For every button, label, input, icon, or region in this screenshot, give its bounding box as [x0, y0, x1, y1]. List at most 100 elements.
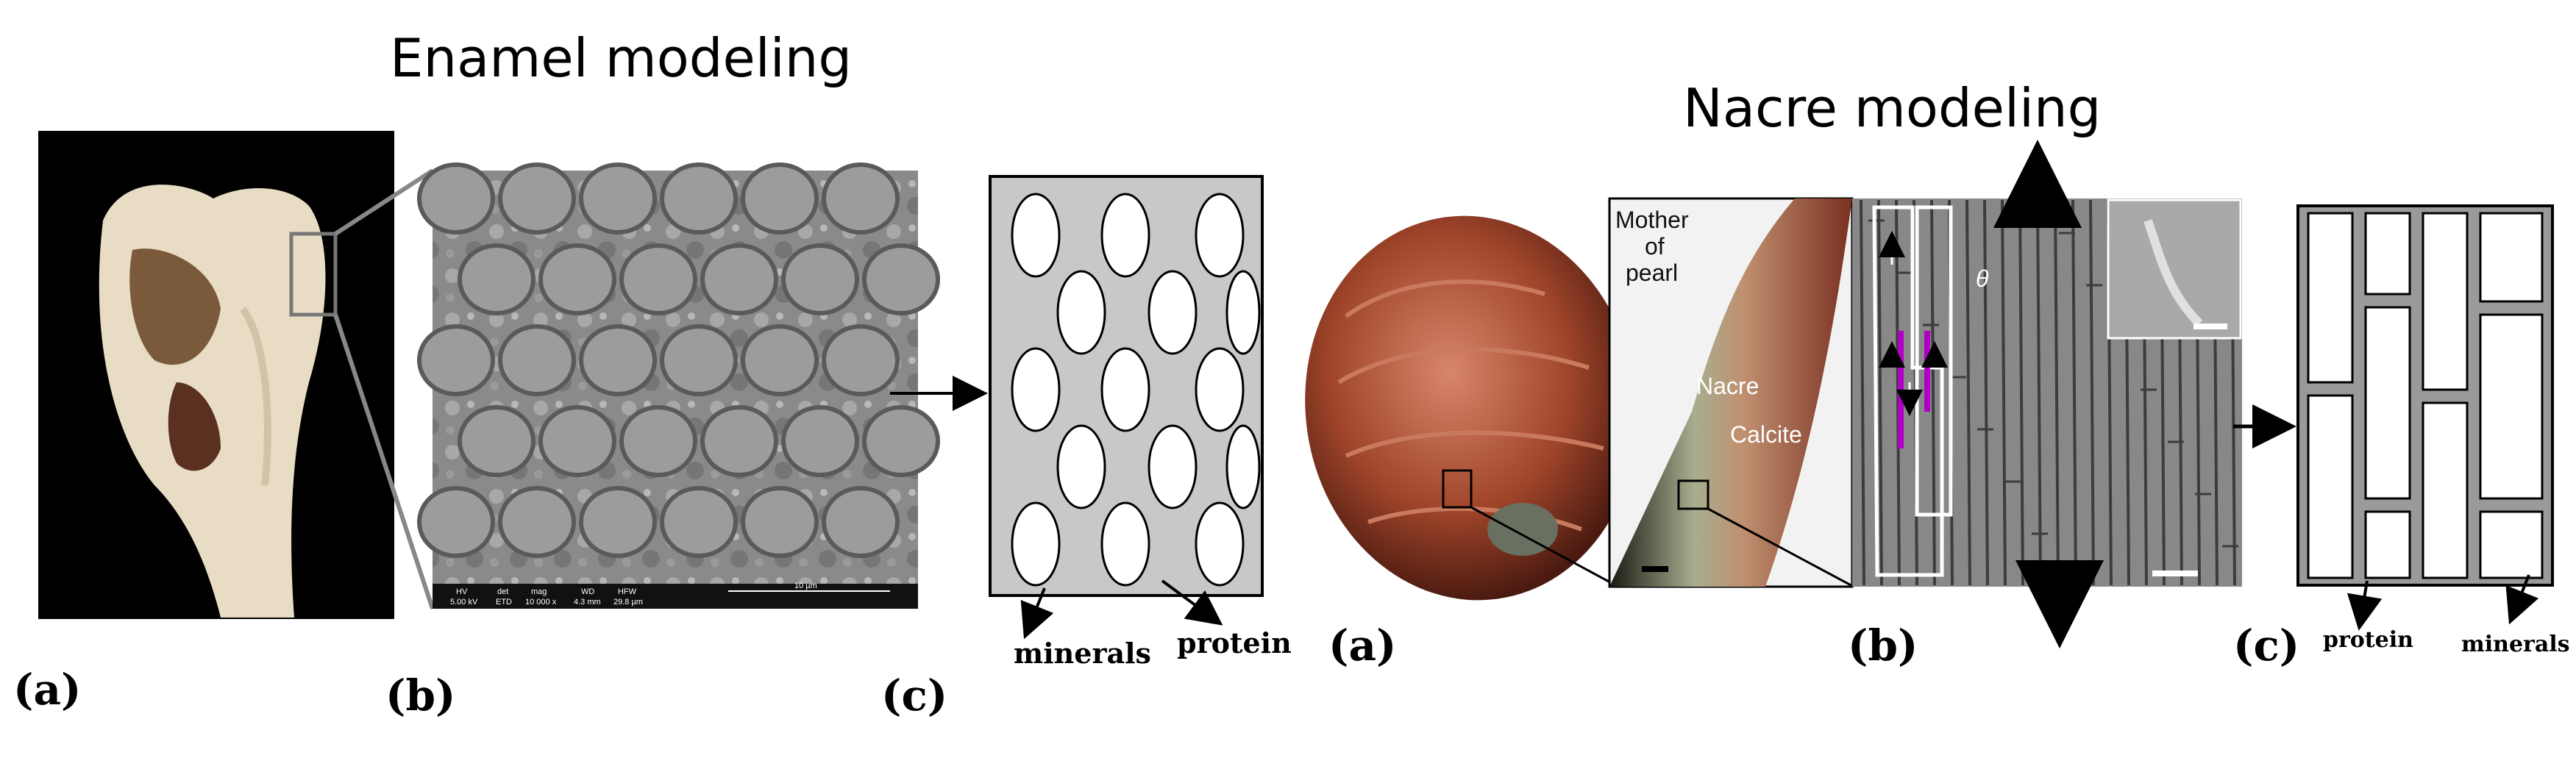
inset-scale-bar	[2193, 323, 2227, 329]
enamel-rod	[741, 162, 819, 235]
tooth-zoom-box	[289, 232, 338, 317]
enamel-label-a: (a)	[13, 665, 81, 715]
angle-theta-label: θ	[1976, 265, 1989, 292]
nacre-region-label: Nacre	[1696, 373, 1759, 399]
mineral-brick	[2422, 212, 2469, 391]
zoom-line-bottom	[333, 314, 435, 609]
tablet-boundary	[2089, 199, 2095, 586]
shell-zoom-box	[1442, 469, 1473, 509]
nacre-micrograph: θ	[1852, 198, 2242, 587]
tablet-boundary	[2054, 199, 2060, 586]
mineral-oval	[1011, 347, 1061, 432]
mineral-brick	[2364, 306, 2411, 500]
enamel-rod	[579, 324, 657, 396]
mother-of-pearl-label-line1: Mother	[1615, 207, 1689, 233]
abalone-shell-photo	[1305, 215, 1637, 601]
enamel-rods	[417, 162, 940, 558]
mineral-brick	[2479, 510, 2544, 579]
enamel-rod	[417, 486, 495, 558]
mineral-oval	[1056, 270, 1106, 355]
tablet-boundary	[1983, 199, 1989, 586]
nacre-minerals-pointer	[2505, 574, 2539, 625]
enamel-rod	[417, 324, 495, 396]
nacre-model	[2296, 204, 2554, 587]
mineral-oval	[1100, 193, 1150, 278]
calcite-region-label: Calcite	[1730, 421, 1802, 448]
enamel-rod	[579, 486, 657, 558]
enamel-rod	[862, 243, 940, 315]
enamel-rod	[498, 162, 576, 235]
enamel-minerals-label: minerals	[1014, 637, 1151, 670]
section-zoom-line	[1707, 507, 1854, 588]
mineral-brick	[2422, 401, 2469, 579]
enamel-title: Enamel modeling	[390, 27, 852, 89]
nacre-title: Nacre modeling	[1683, 77, 2101, 139]
mineral-oval	[1011, 193, 1061, 278]
enamel-sem-image: HV 5.00 kV det ETD mag 10 000 x WD 4.3 m…	[417, 162, 940, 609]
sem-hfw-label: HFW	[618, 587, 637, 596]
enamel-protein-pointer	[1161, 579, 1223, 626]
enamel-model	[989, 175, 1264, 597]
sem-hv-label: HV	[456, 587, 468, 596]
nacre-minerals-label: minerals	[2461, 632, 2570, 657]
enamel-rod	[660, 486, 738, 558]
mineral-oval	[1195, 347, 1245, 432]
enamel-rod	[822, 486, 900, 558]
nacre-label-a: (a)	[1328, 620, 1396, 670]
enamel-rod	[538, 243, 616, 315]
tablet-boundary	[1877, 199, 1883, 586]
section-zoom-box	[1677, 479, 1709, 510]
mineral-brick	[2307, 394, 2354, 579]
enamel-rod	[862, 405, 940, 477]
enamel-rod	[498, 486, 576, 558]
sem-mag-label: mag	[531, 587, 547, 596]
sem-wd-value: 4.3 mm	[574, 598, 601, 607]
mineral-brick	[2479, 212, 2544, 303]
mother-of-pearl-label-line3: pearl	[1626, 260, 1678, 286]
enamel-label-c: (c)	[881, 670, 947, 720]
highlight-bar-2	[1924, 331, 1930, 412]
tablet-boundary	[2071, 199, 2077, 586]
nacre-protein-label: protein	[2323, 627, 2413, 653]
nacre-label-c: (c)	[2233, 620, 2299, 670]
enamel-rod	[660, 324, 738, 396]
micrograph-inset	[2107, 198, 2242, 340]
mineral-oval	[1100, 347, 1150, 432]
tablet-boundary	[2001, 199, 2007, 586]
enamel-rod	[619, 405, 697, 477]
nacre-mineral-bricks	[2307, 212, 2544, 579]
tablet-boundary	[2018, 199, 2024, 586]
mineral-oval	[1225, 424, 1261, 509]
enamel-rod	[822, 324, 900, 396]
enamel-rod	[498, 324, 576, 396]
micrograph-scale-bar	[2152, 571, 2198, 576]
mineral-oval	[1148, 270, 1198, 355]
enamel-rod	[619, 243, 697, 315]
tablet-boundary	[1860, 199, 1865, 586]
tablet-boundary	[2036, 199, 2042, 586]
enamel-rod	[822, 162, 900, 235]
enamel-rod	[741, 324, 819, 396]
sem-hv-value: 5.00 kV	[450, 598, 478, 607]
enamel-rod	[458, 405, 536, 477]
enamel-minerals-pointer	[1020, 587, 1054, 640]
enamel-rod	[579, 162, 657, 235]
enamel-protein-label: protein	[1177, 626, 1292, 659]
shell-zoom-line	[1470, 506, 1619, 588]
enamel-rod	[781, 405, 859, 477]
mineral-brick	[2479, 313, 2544, 500]
sem-det-value: ETD	[496, 598, 512, 607]
mineral-oval	[1195, 193, 1245, 278]
enamel-rod	[781, 243, 859, 315]
mineral-brick	[2364, 212, 2411, 296]
sem-mag-value: 10 000 x	[525, 598, 557, 607]
enamel-mineral-ovals	[1011, 193, 1261, 587]
mineral-oval	[1195, 501, 1245, 587]
sem-hfw-value: 29.8 µm	[613, 598, 643, 607]
mineral-brick	[2307, 212, 2354, 384]
tooth-photo	[38, 131, 394, 619]
enamel-rod	[700, 243, 778, 315]
mother-of-pearl-label-line2: of	[1645, 233, 1665, 260]
enamel-rod	[741, 486, 819, 558]
